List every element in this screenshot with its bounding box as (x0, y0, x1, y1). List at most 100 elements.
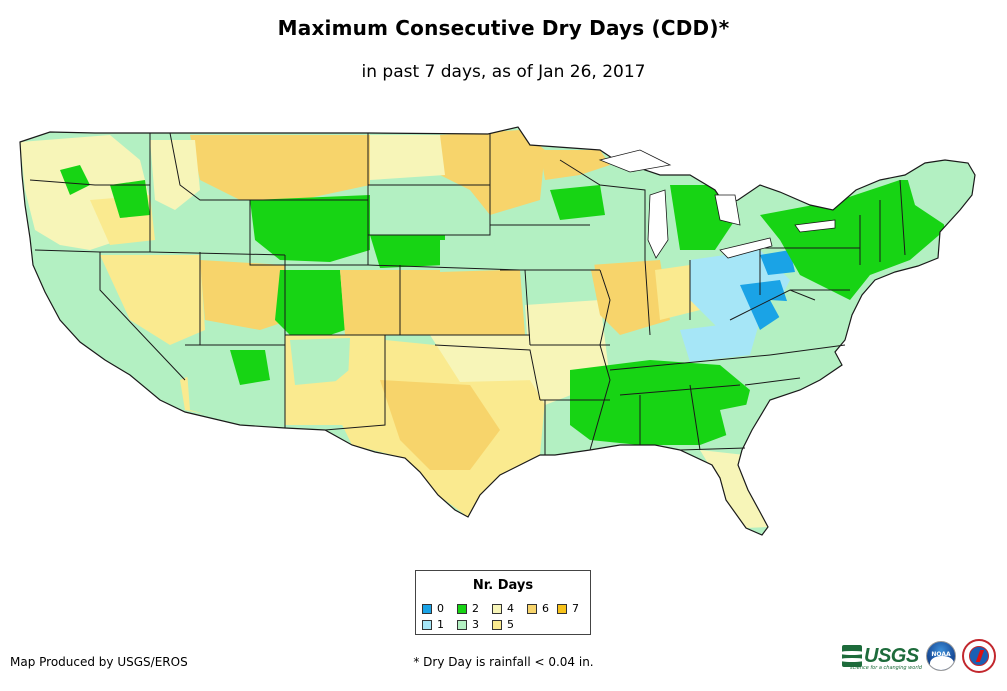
legend-item-7: 7 (557, 602, 579, 615)
border-ca-nv (99, 252, 186, 381)
border-ne-ks (367, 264, 521, 271)
legend-item-6: 6 (527, 602, 549, 615)
cdd-2-oregon-spot (60, 165, 90, 195)
border-ut-az (149, 251, 286, 256)
legend-label-6: 6 (542, 602, 549, 615)
legend-swatch-2 (457, 603, 467, 614)
cdd-1-kentucky (680, 320, 760, 362)
cdd-3-virginia (770, 300, 860, 355)
cdd-6-dakotas (440, 130, 545, 215)
cdd-3-iowa (490, 225, 595, 270)
border-wa-or (29, 179, 150, 186)
legend-item-3: 3 (457, 618, 479, 631)
map-subtitle: in past 7 days, as of Jan 26, 2017 (361, 62, 646, 82)
border-ga-fl (679, 447, 746, 451)
map-title: Maximum Consecutive Dry Days (CDD)* (277, 16, 730, 40)
map-legend: Nr. Days 0 1 2 3 4 5 6 7 (415, 570, 591, 635)
cdd-2-wyoming (250, 195, 370, 262)
great-lakes (598, 149, 836, 259)
border-ms-river (589, 269, 611, 451)
lake-huron (714, 194, 741, 226)
legend-swatch-7 (557, 603, 567, 614)
state-boundaries (19, 126, 976, 536)
legend-label-1: 1 (437, 618, 444, 631)
cdd-4-florida (700, 450, 768, 528)
agency-logos: USGS science for a changing world NOAA (842, 638, 1002, 678)
border-il-in (644, 259, 651, 336)
legend-label-4: 4 (507, 602, 514, 615)
cdd-2-southeast (570, 360, 750, 445)
cdd-0-pennsylvania-spot (760, 250, 795, 275)
legend-label-5: 5 (507, 618, 514, 631)
legend-item-4: 4 (492, 602, 514, 615)
us-cdd-map (19, 126, 976, 536)
cdd-6-kansas (400, 270, 525, 335)
nws-logo[interactable] (962, 639, 996, 673)
legend-item-5: 5 (492, 618, 514, 631)
cdd-5-indiana (655, 265, 700, 320)
cdd-6-montana (190, 135, 370, 200)
cdd-3-new-mexico-north (290, 338, 350, 385)
legend-label-2: 2 (472, 602, 479, 615)
legend-swatch-5 (492, 619, 502, 630)
legend-swatch-4 (492, 603, 502, 614)
border-nc-sc (744, 377, 801, 386)
legend-title: Nr. Days (472, 578, 534, 593)
cdd-6-minnesota (540, 150, 610, 180)
legend-label-3: 3 (472, 618, 479, 631)
cdd-3-california (30, 250, 185, 400)
border-nm-tx (324, 335, 386, 431)
border-az-nm (185, 344, 286, 428)
cdd-3-georgia (720, 400, 770, 450)
border-new-england (859, 179, 906, 265)
us-outline (19, 126, 976, 536)
usgs-wordmark: USGS (864, 644, 919, 667)
border-wi (559, 159, 646, 260)
cdd-6-illinois (590, 260, 670, 335)
cdd-2-wisconsin (550, 185, 605, 220)
cdd-4-oklahoma (430, 335, 535, 382)
noaa-logo[interactable]: NOAA (926, 641, 956, 671)
map-credit: Map Produced by USGS/EROS (10, 655, 188, 669)
cdd-6-utah (200, 260, 290, 330)
nws-emblem-icon (969, 646, 989, 666)
cdd-4-north-dakota (370, 135, 445, 180)
border-al-ga (689, 384, 701, 451)
legend-label-0: 0 (437, 602, 444, 615)
border-va-nc (769, 344, 846, 356)
border-tn-south (619, 384, 741, 396)
legend-swatch-3 (457, 619, 467, 630)
border-ky-tn (609, 354, 771, 371)
cdd-6-colorado-east (340, 270, 400, 335)
legend-swatch-0 (422, 603, 432, 614)
usgs-logo[interactable]: USGS (842, 641, 920, 671)
cdd-6-texas-central (380, 380, 500, 470)
cdd-5-nevada (100, 255, 205, 345)
legend-item-2: 2 (457, 602, 479, 615)
legend-label-7: 7 (572, 602, 579, 615)
legend-swatch-1 (422, 619, 432, 630)
cdd-3-maine (905, 165, 972, 225)
cdd-4-idaho (150, 140, 200, 210)
lightning-icon (975, 650, 985, 662)
cdd-3-carolinas (740, 355, 842, 400)
noaa-wordmark: NOAA (931, 651, 951, 658)
cdd-2-northeast (760, 180, 945, 300)
dry-day-layer (20, 127, 975, 535)
lake-superior (598, 149, 672, 173)
border-ok-east (524, 269, 531, 346)
usgs-tagline: science for a changing world (850, 665, 922, 671)
cdd-3-nebraska (440, 240, 505, 272)
border-id-mt (169, 132, 250, 201)
border-ok-tx (434, 344, 541, 401)
lake-erie (719, 237, 773, 259)
cdd-2-nebraska-north (370, 235, 445, 268)
cdd-2-colorado (275, 270, 345, 345)
legend-swatch-6 (527, 603, 537, 614)
cdd-2-washington-spot (110, 180, 150, 218)
lake-michigan (647, 189, 669, 259)
cdd-0-west-virginia (740, 280, 790, 330)
legend-item-1: 1 (422, 618, 444, 631)
dry-day-footnote: * Dry Day is rainfall < 0.04 in. (413, 655, 594, 669)
usgs-wave-icon (842, 645, 862, 667)
